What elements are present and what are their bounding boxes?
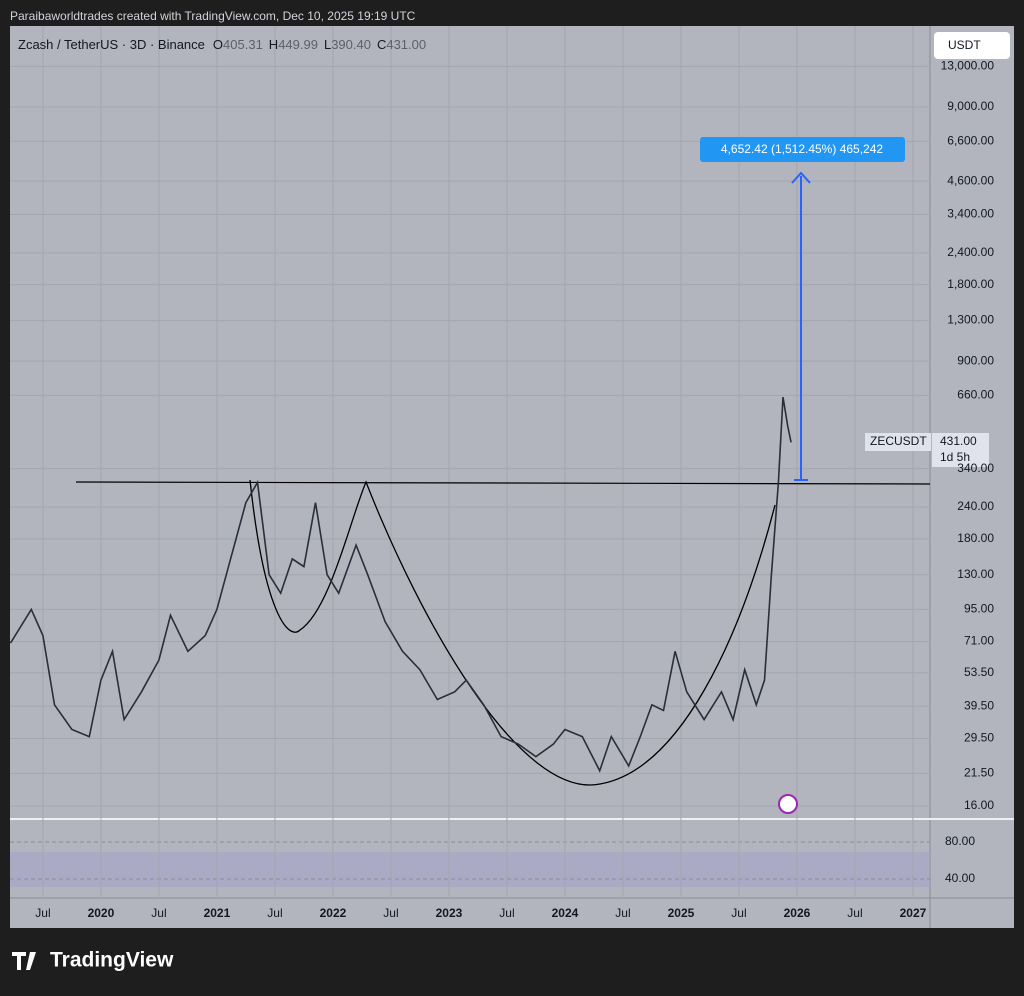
currency[interactable]: USDT <box>948 38 981 52</box>
events-icon[interactable] <box>778 794 798 814</box>
y-tick-label: 95.00 <box>964 602 994 616</box>
y-tick-label: 180.00 <box>957 531 994 545</box>
y-tick-label: 240.00 <box>957 499 994 513</box>
y-tick-label: 3,400.00 <box>947 207 994 221</box>
x-tick-label: Jul <box>35 906 50 920</box>
y-tick-label: 16.00 <box>964 798 994 812</box>
chart-area <box>10 26 1014 928</box>
y-tick-label: 6,600.00 <box>947 133 994 147</box>
price-tag <box>932 433 989 467</box>
grid <box>10 26 930 898</box>
ohlc-key: L <box>324 37 331 52</box>
y-tick-label: 53.50 <box>964 665 994 679</box>
symbol: Zcash / TetherUS · 3D · Binance <box>18 37 205 52</box>
y-tick-label: 71.00 <box>964 634 994 648</box>
y-tick-label: 13,000.00 <box>941 59 995 73</box>
measure-label: 4,652.42 (1,512.45%) 465,242 <box>721 142 883 156</box>
logo-icon <box>12 952 36 970</box>
logo: TradingView <box>50 949 174 972</box>
ohlc-value: 405.31 <box>223 37 263 52</box>
x-tick-label: Jul <box>615 906 630 920</box>
x-tick-label: 2025 <box>668 906 695 920</box>
rsi-band <box>10 852 930 887</box>
rsi-tick-label: 40.00 <box>945 871 975 885</box>
symbol-tag-text: ZECUSDT <box>870 434 927 448</box>
symbol-header: Zcash / TetherUS · 3D · Binance O405.31 H4… <box>18 37 426 52</box>
ohlc-key: H <box>269 37 278 52</box>
x-tick-label: Jul <box>151 906 166 920</box>
x-tick-label: 2023 <box>436 906 463 920</box>
measure-arrow-head <box>791 171 811 481</box>
y-tick-label: 29.50 <box>964 731 994 745</box>
y-tick-label: 340.00 <box>957 461 994 475</box>
x-tick-label: Jul <box>731 906 746 920</box>
ohlc-key: O <box>213 37 223 52</box>
x-tick-label: 2024 <box>552 906 579 920</box>
y-tick-label: 2,400.00 <box>947 245 994 259</box>
y-tick-label: 21.50 <box>964 766 994 780</box>
x-tick-label: 2022 <box>320 906 347 920</box>
currency-button[interactable] <box>934 32 1010 59</box>
y-tick-label: 900.00 <box>957 353 994 367</box>
x-tick-label: 2027 <box>900 906 927 920</box>
y-tick-label: 1,800.00 <box>947 277 994 291</box>
price-tag-price: 431.00 <box>940 434 977 448</box>
x-tick-label: 2021 <box>204 906 231 920</box>
x-tick-label: Jul <box>383 906 398 920</box>
y-tick-label: 39.50 <box>964 698 994 712</box>
cup-handle-drawing <box>249 479 776 786</box>
plot <box>9 396 792 773</box>
x-tick-label: Jul <box>267 906 282 920</box>
symbol-tag <box>865 433 931 451</box>
y-tick-label: 9,000.00 <box>947 99 994 113</box>
x-tick-label: Jul <box>847 906 862 920</box>
resistance-line <box>75 481 931 485</box>
ohlc-key: C <box>377 37 386 52</box>
ohlc-value: 390.40 <box>331 37 371 52</box>
x-tick-label: 2020 <box>88 906 115 920</box>
credit: Paraibaworldtrades created with TradingV… <box>10 9 416 23</box>
y-tick-label: 1,300.00 <box>947 313 994 327</box>
y-tick-label: 660.00 <box>957 388 994 402</box>
price-line <box>9 396 792 773</box>
measure-label-box <box>700 137 905 162</box>
x-tick-label: Jul <box>499 906 514 920</box>
x-tick-label: 2026 <box>784 906 811 920</box>
y-tick-label: 130.00 <box>957 567 994 581</box>
price-tag-countdown: 1d 5h <box>940 450 970 464</box>
ohlc-value: 431.00 <box>386 37 426 52</box>
ohlc-value: 449.99 <box>278 37 318 52</box>
rsi-tick-label: 80.00 <box>945 834 975 848</box>
y-tick-label: 4,600.00 <box>947 173 994 187</box>
